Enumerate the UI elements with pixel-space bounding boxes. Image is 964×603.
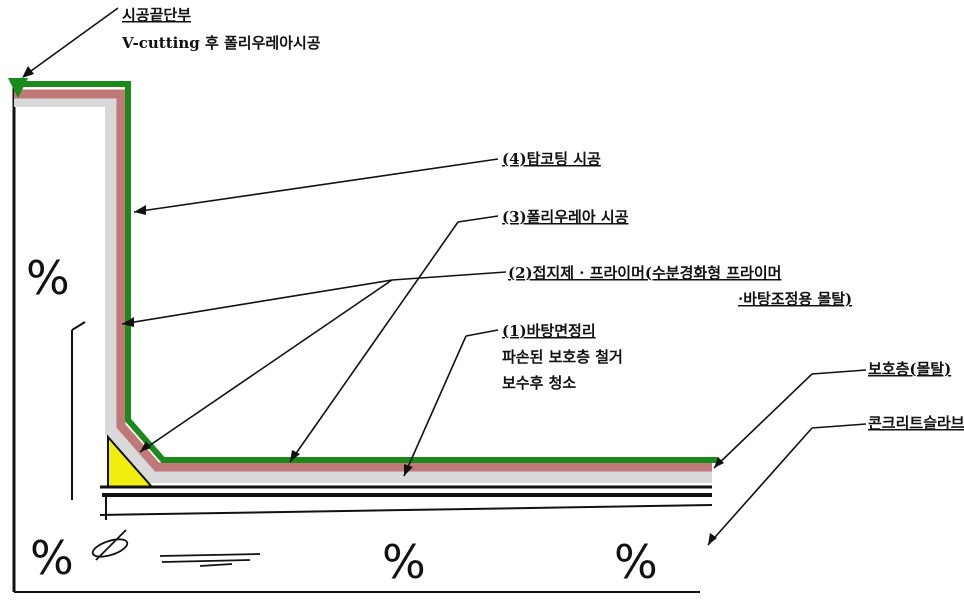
label-step-1-line2: 파손된 보호층 철거: [502, 348, 623, 366]
label-step-4: (4)탑코팅 시공: [502, 150, 601, 168]
label-step-2-cont: ·바탕조정용 몰탈): [738, 290, 852, 308]
arrowheads: [22, 66, 724, 545]
label-step-1: (1)바탕면정리: [502, 322, 596, 340]
structure-outline: [12, 84, 713, 593]
label-edge-title: 시공끝단부: [122, 6, 191, 24]
coating-layers: [14, 81, 718, 489]
label-step-3: (3)폴리우레아 시공: [502, 208, 629, 226]
hatch-symbol-center: %: [382, 535, 426, 589]
label-step-1-line3: 보수후 청소: [502, 374, 576, 392]
hatch-symbol-left: %: [30, 531, 74, 585]
label-protective-layer: 보호층(몰탈): [868, 360, 951, 378]
hatch-symbol-wall: %: [26, 251, 70, 305]
label-edge-subtitle: V-cutting 후 폴리우레아시공: [121, 34, 321, 52]
leader-lines: [23, 7, 867, 546]
label-step-2: (2)접지제 · 프라이머(수분경화형 프라이머: [508, 264, 781, 282]
primer-layer: [14, 93, 712, 483]
edge-vcut-marker: [8, 78, 28, 98]
polyurea-layer: [14, 89, 712, 472]
top-coat-layer: [14, 81, 718, 463]
labels: 시공끝단부 V-cutting 후 폴리우레아시공 (4)탑코팅 시공 (3)폴…: [121, 6, 964, 432]
drain-sketch: [91, 529, 261, 567]
label-concrete-slab: 콘크리트슬라브: [868, 414, 964, 432]
hatch-symbol-right: %: [614, 535, 658, 589]
